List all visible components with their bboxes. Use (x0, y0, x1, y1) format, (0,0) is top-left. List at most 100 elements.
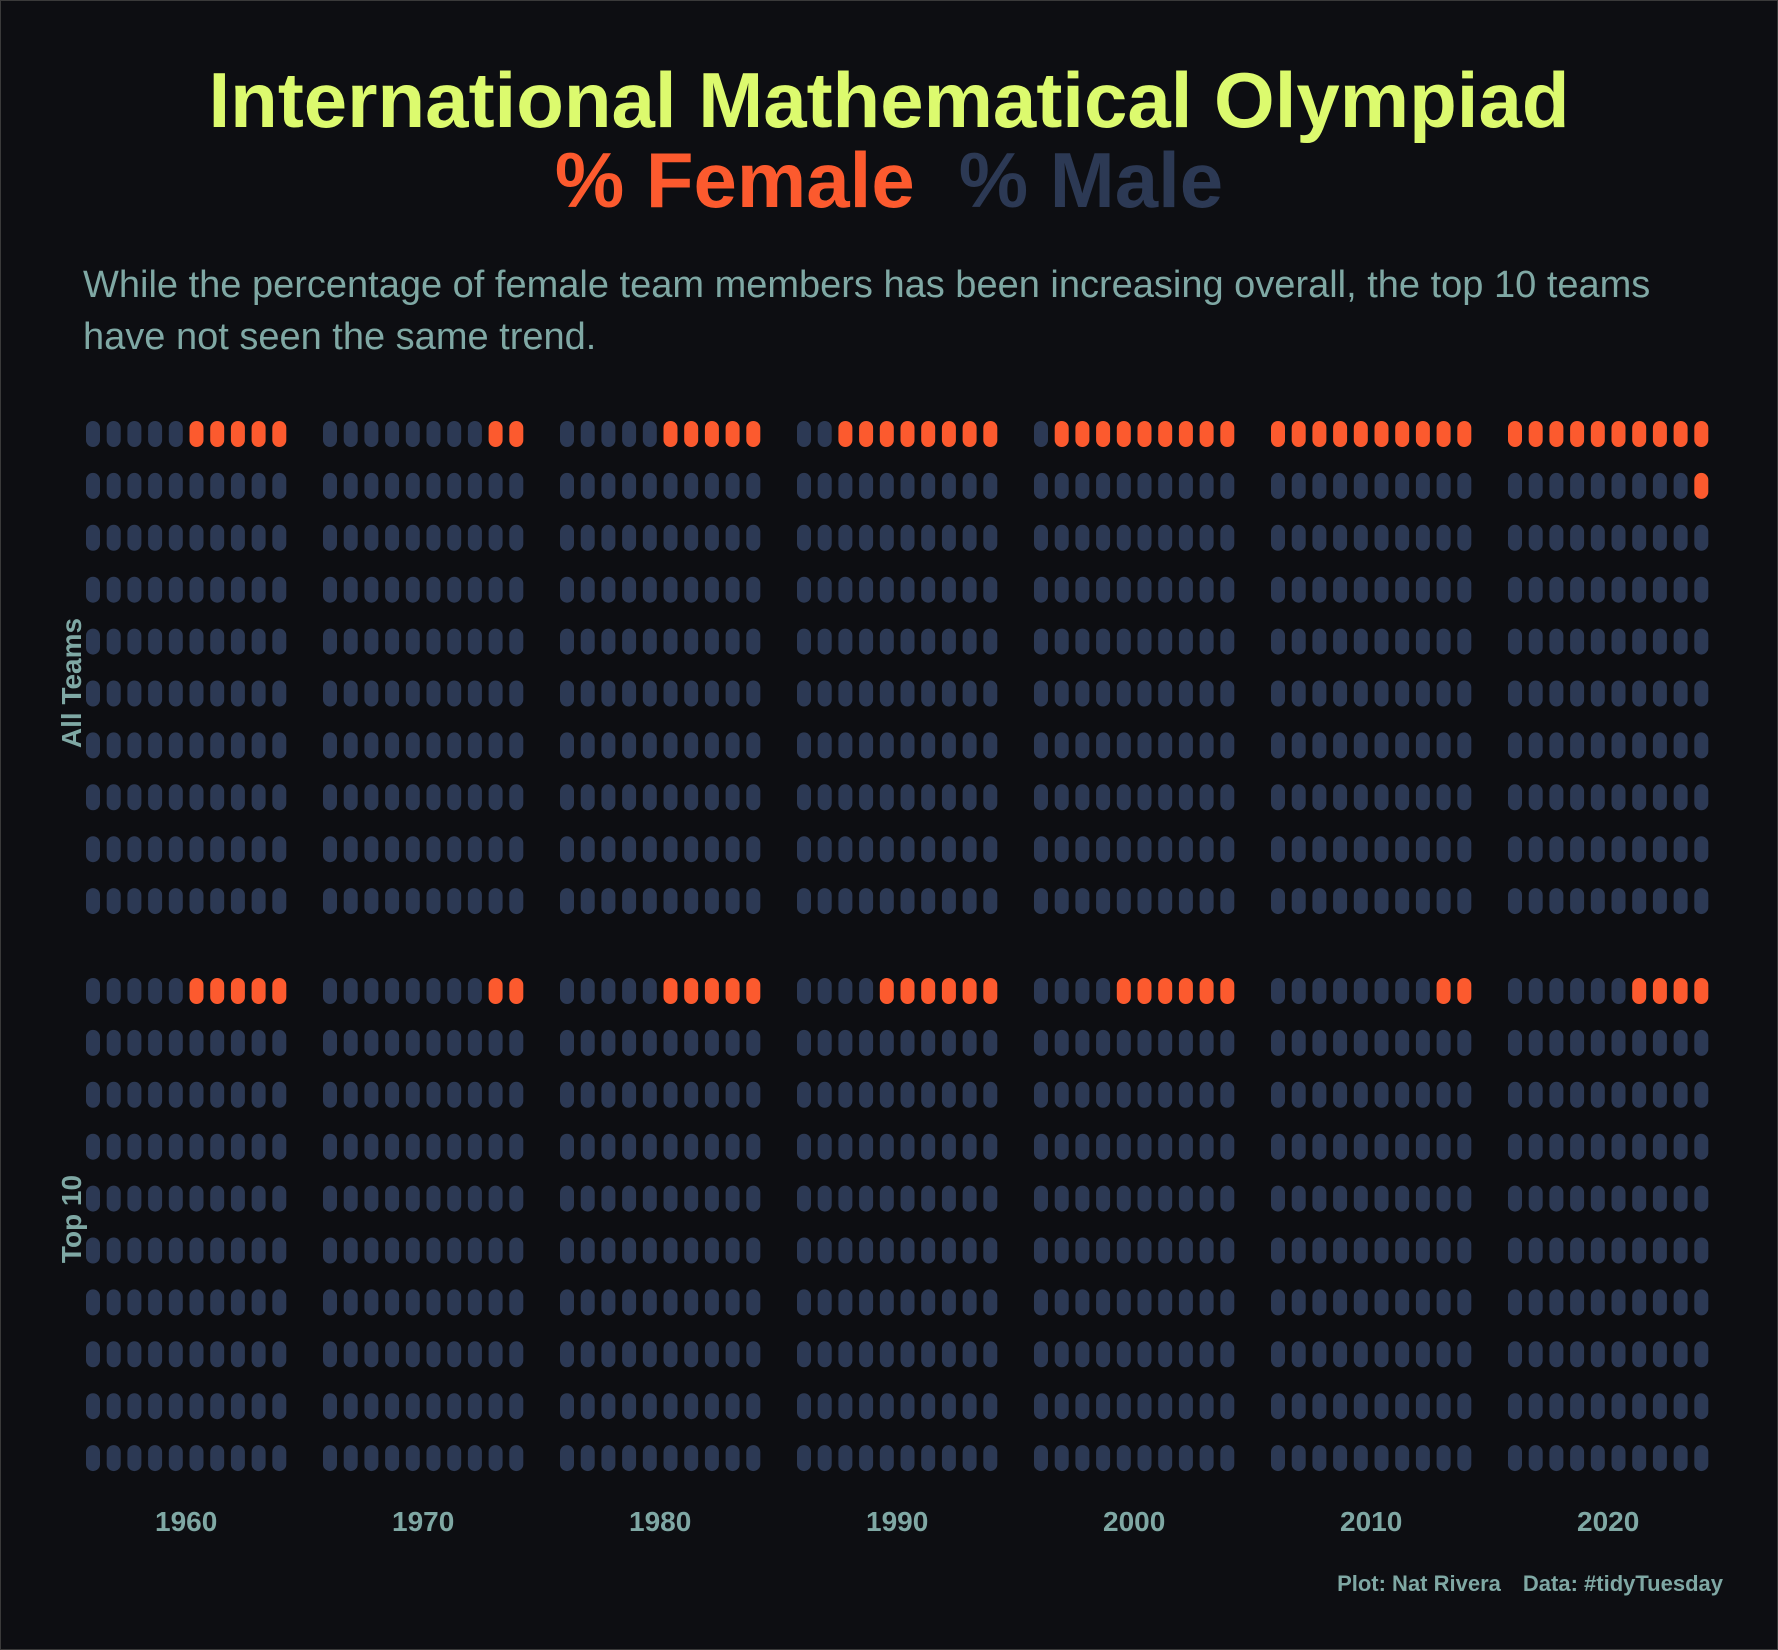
waffle-cell-male (106, 680, 121, 707)
waffle-cell-female (1137, 978, 1152, 1004)
waffle-cell-male (838, 1289, 853, 1316)
waffle-cell-male (405, 1393, 420, 1420)
waffle-cell-male (1137, 732, 1152, 759)
waffle-cell-male (601, 888, 616, 915)
waffle-cell-male (580, 1237, 595, 1264)
waffle-cell-female (1694, 421, 1709, 447)
waffle-cell-male (148, 680, 163, 707)
waffle-cell-male (86, 628, 100, 655)
waffle-cell-female (1075, 421, 1090, 447)
waffle-cell-male (1590, 888, 1605, 915)
waffle-cell-male (385, 421, 400, 447)
waffle-cell-male (1220, 576, 1235, 603)
waffle-cell-male (1054, 732, 1069, 759)
waffle-cell-male (148, 1133, 163, 1160)
waffle-cell-male (1611, 628, 1626, 655)
waffle-cell-male (1611, 524, 1626, 551)
waffle-cell-male (509, 576, 524, 603)
waffle-cell-male (385, 1445, 400, 1472)
waffle-cell-male (560, 1185, 574, 1212)
waffle-cell-male (168, 1133, 183, 1160)
waffle-cell-male (1673, 1133, 1688, 1160)
waffle-cell-male (797, 732, 811, 759)
waffle-cell-male (1116, 1029, 1131, 1056)
waffle-cell-male (1353, 1133, 1368, 1160)
waffle-cell-male (1415, 836, 1430, 863)
waffle-cell-male (1673, 1341, 1688, 1368)
waffle-cell-male (385, 524, 400, 551)
waffle-cell-male (251, 524, 266, 551)
waffle-cell-male (86, 1393, 100, 1420)
waffle-cell-male (272, 1341, 287, 1368)
waffle-cell-male (560, 836, 574, 863)
waffle-cell-male (560, 888, 574, 915)
waffle-cell-male (364, 472, 379, 499)
waffle-cell-male (601, 1445, 616, 1472)
waffle-cell-male (1457, 1445, 1472, 1472)
waffle-cell-male (343, 732, 358, 759)
waffle-cell-male (168, 680, 183, 707)
waffle-cell-male (1415, 680, 1430, 707)
waffle-cell-male (580, 1185, 595, 1212)
waffle-cell-male (210, 1289, 225, 1316)
waffle-cell-male (1034, 576, 1048, 603)
waffle-cell-male (1673, 1081, 1688, 1108)
waffle-cell-male (879, 836, 894, 863)
waffle-cell-male (1178, 1237, 1193, 1264)
waffle-cell-male (797, 1081, 811, 1108)
waffle-cell-male (405, 1289, 420, 1316)
waffle-cell-male (817, 576, 832, 603)
waffle-cell-male (879, 1185, 894, 1212)
waffle-cell-male (1333, 1237, 1348, 1264)
waffle-cell-male (797, 472, 811, 499)
waffle-cell-male (704, 1393, 719, 1420)
waffle-cell-male (323, 1237, 337, 1264)
waffle-cell-male (1271, 1237, 1285, 1264)
waffle-cell-male (859, 888, 874, 915)
waffle-cell-male (509, 1029, 524, 1056)
waffle-cell-male (879, 1289, 894, 1316)
waffle-cell-male (1549, 784, 1564, 811)
waffle-cell-male (900, 1185, 915, 1212)
waffle-cell-male (323, 1393, 337, 1420)
waffle-cell-male (168, 1393, 183, 1420)
waffle-cell-male (859, 1237, 874, 1264)
waffle-cell-male (704, 1445, 719, 1472)
waffle-cell-male (1178, 1445, 1193, 1472)
waffle-cell-male (622, 421, 637, 447)
waffle-cell-male (1652, 1029, 1667, 1056)
waffle-cell-female (509, 421, 524, 447)
waffle-cell-male (467, 1393, 482, 1420)
waffle-cell-male (601, 1393, 616, 1420)
waffle-cell-male (1291, 732, 1306, 759)
waffle-cell-male (509, 1341, 524, 1368)
waffle-cell-male (127, 576, 142, 603)
waffle-cell-male (684, 1289, 699, 1316)
waffle-cell-male (405, 836, 420, 863)
waffle-cell-male (447, 1237, 462, 1264)
waffle-cell-male (364, 1393, 379, 1420)
waffle-cell-male (385, 732, 400, 759)
waffle-cell-male (1353, 836, 1368, 863)
waffle-cell-male (962, 1133, 977, 1160)
waffle-cell-male (251, 1393, 266, 1420)
waffle-cell-male (1054, 1341, 1069, 1368)
waffle-cell-male (1271, 1029, 1285, 1056)
waffle-cell-male (230, 1237, 245, 1264)
waffle-cell-male (663, 1341, 678, 1368)
waffle-cell-male (1694, 1341, 1709, 1368)
waffle-cell-male (725, 680, 740, 707)
waffle-cell-male (168, 1237, 183, 1264)
waffle-cell-male (1034, 680, 1048, 707)
waffle-cell-male (622, 1289, 637, 1316)
waffle-cell-male (1436, 888, 1451, 915)
waffle-cell-male (663, 1289, 678, 1316)
waffle-cell-male (127, 1081, 142, 1108)
waffle-cell-male (343, 1029, 358, 1056)
waffle-cell-male (1652, 836, 1667, 863)
waffle-cell-male (1096, 576, 1111, 603)
waffle-cell-male (1374, 1133, 1389, 1160)
waffle-cell-male (1137, 1341, 1152, 1368)
waffle-cell-male (148, 1185, 163, 1212)
waffle-cell-male (1436, 628, 1451, 655)
